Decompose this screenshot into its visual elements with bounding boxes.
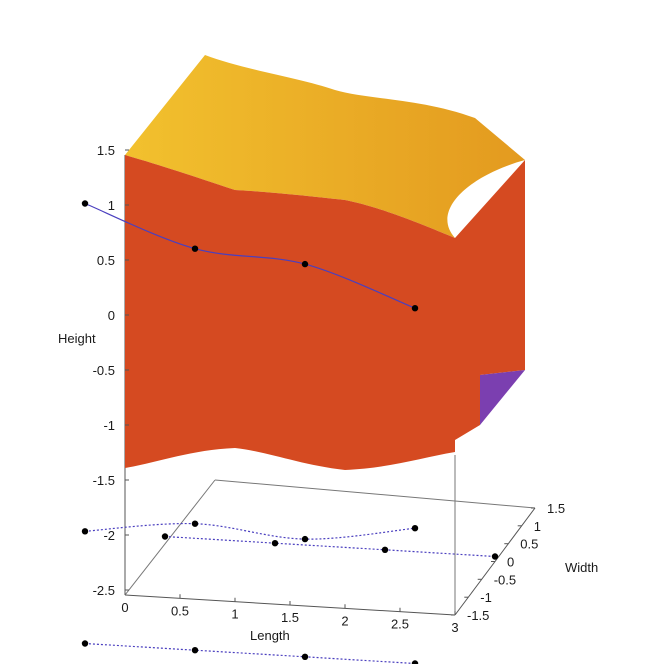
series-line-1 (84, 522, 416, 540)
x-tick-label: 1.5 (281, 610, 299, 625)
surface-front-face (125, 155, 525, 470)
x-tick-labels: 0 0.5 1 1.5 2 2.5 3 (121, 591, 459, 635)
data-point-0-2 (301, 260, 309, 268)
z-tick-label: -2.5 (93, 583, 115, 598)
x-tick-label: 2 (341, 613, 348, 628)
surface-corner-face (480, 370, 525, 425)
z-tick-label: -0.5 (93, 363, 115, 378)
z-tick-label: 1.5 (97, 143, 115, 158)
y-axis-label: Width (565, 560, 598, 575)
x-tick-label: 1 (231, 607, 238, 622)
y-tick-labels: -1.5 -1-0.5 0 0.5 1 1.5 (451, 501, 565, 623)
y-tick-label: -0.5 (494, 572, 516, 587)
series-line-3 (84, 642, 416, 664)
x-tick-label: 0.5 (171, 603, 189, 618)
z-tick-label: -1 (103, 418, 115, 433)
z-tick-label: 0.5 (97, 253, 115, 268)
data-point-3-3 (411, 660, 419, 664)
surface (125, 55, 525, 470)
data-point-3-2 (301, 653, 309, 660)
z-tick-labels: 1.5 1 0.5 0 -0.5 -1 -1.5 -2 -2.5 (93, 143, 129, 598)
z-tick-label: -2 (103, 528, 115, 543)
y-tick-label: -1 (480, 590, 492, 605)
data-point-0-0 (81, 200, 89, 207)
data-point-1-2 (301, 535, 309, 543)
data-point-3-0 (81, 640, 89, 647)
data-point-1-1 (191, 520, 199, 527)
data-point-1-0 (81, 528, 89, 535)
z-axis-label: Height (58, 331, 96, 346)
x-tick-label: 0 (121, 600, 128, 615)
series-line-2 (164, 535, 496, 558)
surface-top-face (125, 55, 525, 238)
data-point-2-0 (161, 533, 169, 540)
x-tick-label: 3 (451, 620, 458, 635)
data-point-2-3 (491, 553, 499, 560)
z-tick-label: 1 (108, 198, 115, 213)
back-floor-edge (214, 479, 536, 509)
x-axis-label: Length (250, 628, 290, 643)
data-point-1-3 (411, 525, 419, 532)
y-tick-label: -1.5 (467, 608, 489, 623)
z-tick-label: -1.5 (93, 473, 115, 488)
data-point-2-1 (271, 540, 279, 547)
y-tick-label: 1 (534, 519, 541, 534)
x-tick-label: 2.5 (391, 617, 409, 632)
data-point-2-2 (381, 546, 389, 553)
series-line-0 (84, 202, 416, 309)
y-tick-label: 0 (507, 555, 514, 570)
left-floor-edge (124, 479, 216, 596)
data-point-3-1 (191, 647, 199, 654)
y-tick-label: 1.5 (547, 501, 565, 516)
data-point-0-1 (191, 245, 199, 252)
series-points (81, 200, 499, 664)
series-curves (84, 202, 496, 664)
data-point-0-3 (411, 305, 419, 312)
z-tick-label: 0 (108, 308, 115, 323)
y-tick-label: 0.5 (520, 537, 538, 552)
